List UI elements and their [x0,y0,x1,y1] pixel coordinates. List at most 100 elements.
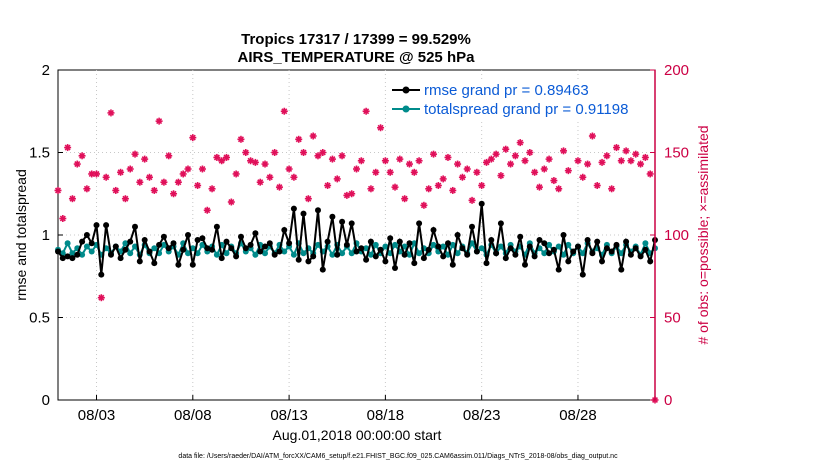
obs-count-marker [78,152,86,160]
rmse-point [555,266,562,273]
obs-marker-stroke [367,185,374,192]
obs-count-marker [64,144,72,152]
obs-marker-stroke [642,154,649,161]
y-right-tick-label: 100 [664,227,689,244]
rmse-point [83,232,90,238]
rmse-point [637,253,644,260]
rmse-point [353,248,360,255]
totalspread-point [329,251,336,258]
obs-count-marker [223,153,231,161]
rmse-point [108,251,114,258]
obs-count-marker [184,165,192,173]
rmse-point [594,238,601,245]
totalspread-point [64,240,71,247]
obs-count-marker [603,152,611,160]
obs-count-marker [227,198,235,206]
obs-count-marker [405,160,413,168]
rmse-point [608,248,615,255]
rmse-point [305,258,312,265]
obs-count-marker [439,175,447,183]
rmse-point [623,238,630,245]
obs-marker-stroke [54,187,62,194]
obs-marker-stroke [555,185,562,192]
totalspread-point [315,241,321,248]
obs-count-marker [468,196,476,204]
obs-marker-stroke [305,195,312,202]
totalspread-point [430,241,437,248]
obs-count-marker [458,173,466,181]
obs-marker-stroke [584,161,591,168]
obs-marker-stroke [420,202,427,209]
obs-marker-stroke [502,146,509,153]
obs-marker-stroke [122,195,129,202]
rmse-point [103,222,110,229]
obs-marker-stroke [353,165,360,173]
legend: rmse grand pr = 0.89463 totalspread gran… [388,79,653,120]
y-right-tick-label: 50 [664,310,681,327]
obs-marker-stroke [165,152,172,159]
obs-marker-stroke [449,187,456,194]
obs-marker-stroke [594,182,601,189]
obs-marker-stroke [310,132,317,140]
totalspread-point [69,250,76,257]
data-file-footnote: data file: /Users/raeder/DAI/ATM_forcXX/… [178,453,618,460]
legend-box [388,79,653,120]
obs-marker-stroke [79,152,86,159]
rmse-point [319,266,326,273]
rmse-point [271,251,278,258]
rmse-point [599,258,605,265]
rmse-point [416,220,423,227]
obs-marker-stroke [425,185,432,192]
obs-marker-stroke [276,184,283,191]
obs-marker-stroke [218,157,225,164]
obs-marker-stroke [372,169,379,176]
obs-count-marker [93,170,101,178]
obs-count-marker [617,157,625,165]
obs-marker-stroke [411,169,418,176]
obs-count-marker [213,153,221,161]
obs-marker-stroke [290,174,297,181]
rmse-point [367,238,374,245]
rmse-point [185,232,191,238]
rmse-point [642,246,649,253]
obs-count-marker [314,152,322,160]
rmse-point [252,230,259,237]
rmse-point [199,235,206,242]
totalspread-point [290,251,297,258]
obs-count-marker [381,157,389,165]
obs-count-marker [304,195,312,203]
totalspread-point [618,250,625,257]
obs-count-marker [324,182,332,189]
obs-count-marker [165,152,173,160]
rmse-point [213,223,220,230]
rmse-point [425,246,432,253]
x-tick-label: 08/18 [367,407,405,424]
obs-count-marker [256,178,264,186]
rmse-point [454,232,461,238]
obs-marker-stroke [156,118,163,125]
obs-marker-stroke [363,108,370,115]
obs-count-marker [271,149,279,156]
obs-count-marker [593,182,601,189]
obs-count-marker [367,185,375,193]
obs-marker-stroke [88,170,95,177]
x-tick-label: 08/23 [463,407,501,424]
obs-marker-stroke [209,185,216,192]
y-tick-label: 0 [42,392,50,409]
rmse-point [512,251,519,258]
obs-count-marker [526,149,534,156]
totalspread-point [642,240,649,247]
totalspread-point [382,243,389,250]
obs-count-marker [372,168,380,176]
x-tick-label: 08/03 [78,407,116,424]
rmse-point [247,241,254,248]
obs-count-marker [145,173,153,181]
rmse-point [517,233,524,240]
x-axis-label: Aug.01,2018 00:00:00 start [273,427,442,443]
rmse-point [276,248,283,255]
totalspread-point [440,243,447,250]
obs-count-marker [203,206,211,214]
obs-count-marker [434,182,442,189]
obs-marker-stroke [98,294,105,301]
